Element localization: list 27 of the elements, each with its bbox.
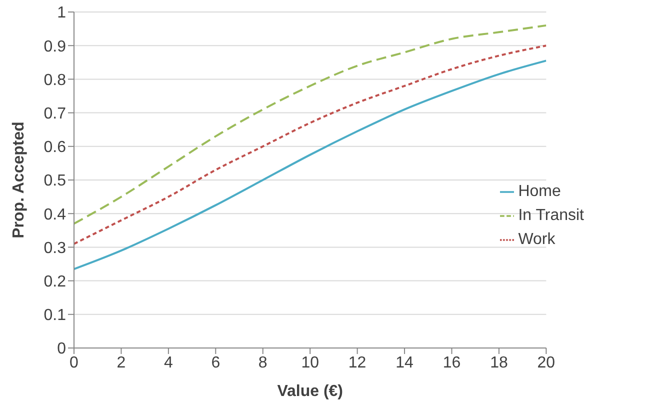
x-tick-label: 6: [211, 354, 220, 372]
legend-label: Work: [518, 231, 556, 248]
y-axis-title: Prop. Accepted: [10, 122, 28, 238]
legend-label: Home: [518, 183, 561, 200]
y-tick-label: 0.3: [44, 240, 66, 257]
x-tick-label: 14: [396, 354, 414, 372]
x-tick-label: 18: [490, 354, 508, 372]
y-tick-label: 0.4: [44, 206, 66, 224]
x-tick-label: 0: [70, 354, 79, 372]
x-tick-label: 4: [164, 354, 173, 372]
y-tick-label: 0.7: [44, 105, 66, 122]
x-tick-label: 2: [116, 354, 126, 372]
x-axis-title: Value (€): [277, 383, 343, 400]
y-tick-label: 0.9: [44, 38, 66, 56]
x-tick-label: 16: [442, 354, 461, 372]
x-tick-label: 12: [348, 354, 366, 372]
y-tick-label: 0.6: [44, 139, 66, 156]
y-tick-label: 0.5: [44, 172, 66, 190]
y-tick-label: 0.8: [44, 72, 66, 89]
y-tick-label: 0.1: [44, 307, 66, 324]
y-tick-label: 0.2: [44, 273, 66, 290]
x-tick-label: 20: [537, 354, 556, 372]
y-tick-label: 0: [57, 340, 66, 358]
x-tick-label: 10: [301, 354, 320, 372]
y-tick-label: 1: [57, 4, 66, 22]
x-tick-label: 8: [258, 354, 268, 372]
legend-label: In Transit: [518, 207, 584, 224]
